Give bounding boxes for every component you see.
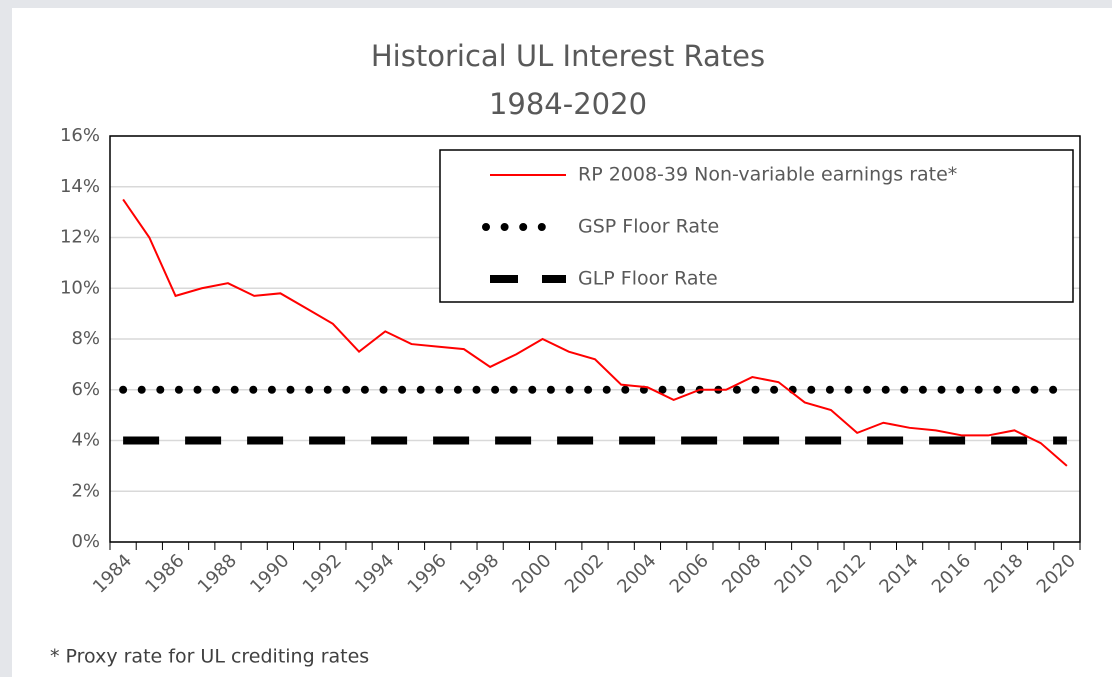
legend-label: RP 2008-39 Non-variable earnings rate* (578, 164, 957, 186)
y-tick-label: 0% (71, 531, 100, 552)
y-tick-label: 16% (60, 125, 100, 146)
plot-frame (109, 135, 1081, 543)
chart-title: Historical UL Interest Rates (371, 39, 765, 73)
y-tick-label: 2% (71, 480, 100, 501)
y-tick-label: 12% (60, 227, 100, 248)
legend-label: GSP Floor Rate (578, 216, 719, 238)
chart-background (12, 8, 1112, 677)
y-tick-label: 6% (71, 379, 100, 400)
chart-subtitle: 1984-2020 (489, 87, 647, 121)
y-tick-label: 10% (60, 277, 100, 298)
y-tick-label: 4% (71, 430, 100, 451)
legend-label: GLP Floor Rate (578, 268, 718, 290)
y-tick-label: 8% (71, 328, 100, 349)
series-line (122, 198, 1068, 467)
y-tick-label: 14% (60, 176, 100, 197)
footnote: * Proxy rate for UL crediting rates (50, 646, 369, 668)
